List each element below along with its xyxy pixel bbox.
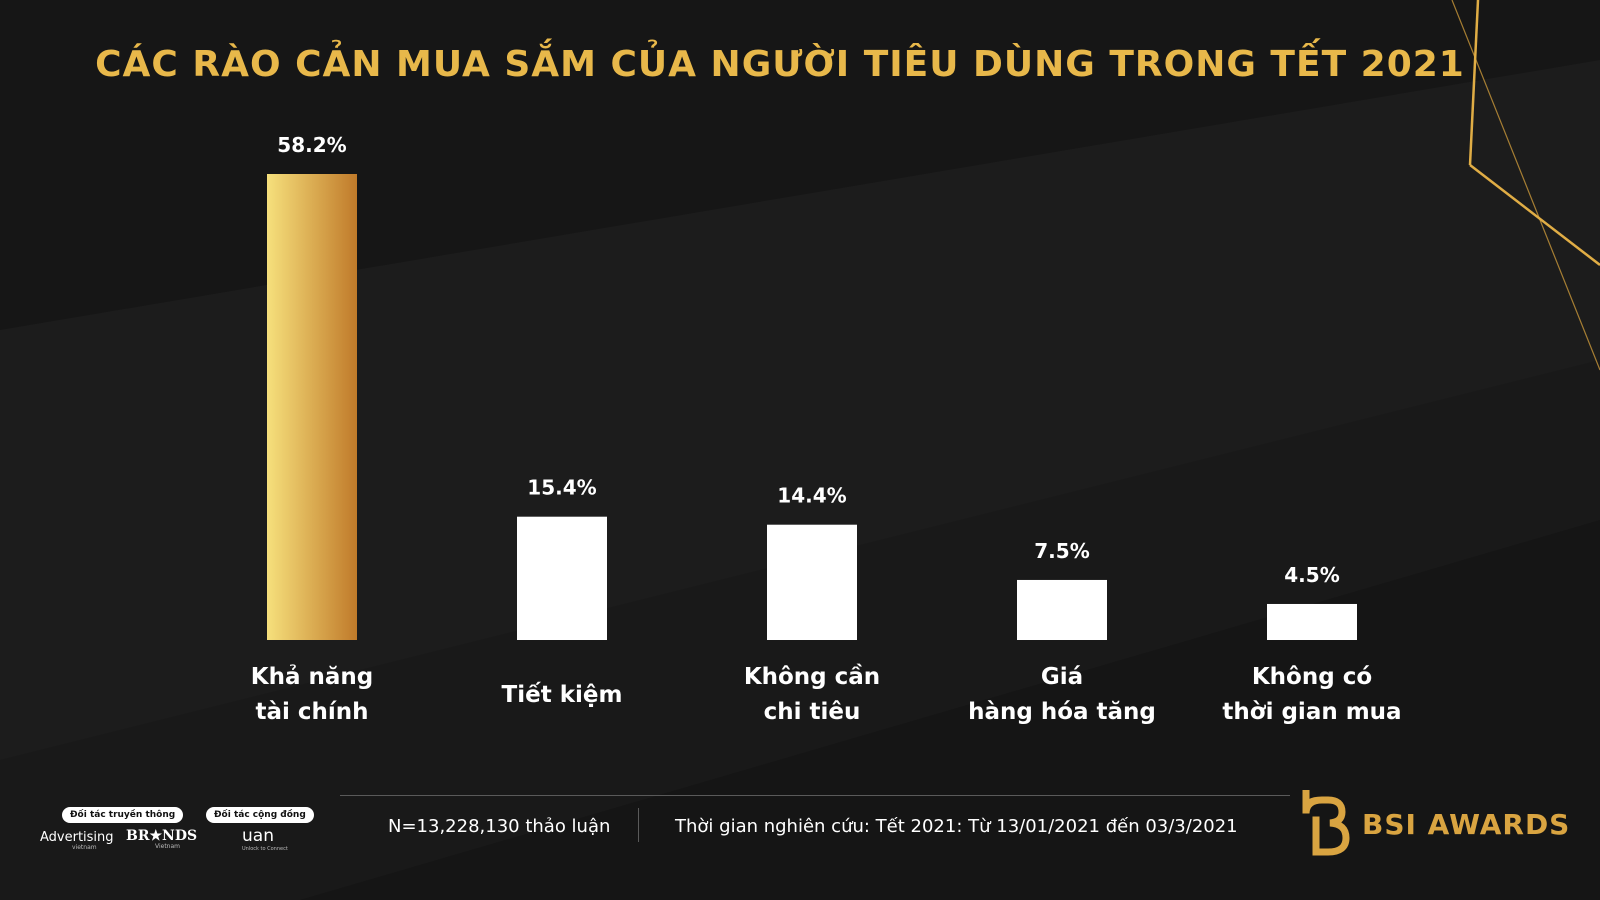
advertising-vietnam-sub: vietnam — [72, 844, 97, 851]
chart-title: CÁC RÀO CẢN MUA SẮM CỦA NGƯỜI TIÊU DÙNG … — [95, 44, 1465, 85]
category-label: tài chính — [255, 699, 368, 725]
bar-value-label: 15.4% — [527, 476, 596, 500]
bsi-logo-icon — [1302, 790, 1350, 856]
bar-2 — [767, 524, 857, 640]
sample-size-text: N=13,228,130 thảo luận — [388, 816, 611, 837]
uan-tagline: Unlock to Connect — [242, 846, 288, 852]
bar-4 — [1267, 603, 1357, 640]
footer-divider — [340, 795, 1290, 796]
uan-logo: uan — [242, 826, 274, 846]
category-label: Không có — [1252, 664, 1372, 690]
bar-value-label: 58.2% — [277, 133, 346, 157]
category-label: thời gian mua — [1222, 699, 1401, 725]
advertising-vietnam-logo: Advertising — [40, 830, 114, 845]
bar-1 — [517, 516, 607, 640]
footer-separator — [638, 808, 639, 842]
category-label: hàng hóa tăng — [968, 699, 1156, 725]
bar-0 — [267, 174, 357, 640]
bsi-awards-brand: BSI AWARDS — [1362, 808, 1571, 841]
brands-vietnam-logo: BR★NDS — [126, 828, 198, 844]
media-partner-label: Đối tác truyền thông — [62, 807, 184, 823]
bar-value-label: 4.5% — [1284, 563, 1339, 587]
category-label: Không cần — [744, 663, 880, 690]
bar-value-label: 14.4% — [777, 484, 846, 508]
bar-value-label: 7.5% — [1034, 539, 1089, 563]
research-period-text: Thời gian nghiên cứu: Tết 2021: Từ 13/01… — [675, 816, 1238, 837]
brands-vietnam-sub: Vietnam — [155, 843, 181, 850]
bar-3 — [1017, 579, 1107, 640]
community-partner-label: Đối tác cộng đồng — [206, 807, 314, 823]
category-label: Tiết kiệm — [502, 681, 623, 708]
bars-group: 58.2% Khả năng tài chính 15.4% Tiết kiệm 14.4… — [251, 133, 1402, 725]
category-label: chi tiêu — [764, 699, 861, 725]
category-label: Giá — [1041, 664, 1083, 690]
category-label: Khả năng — [251, 664, 373, 690]
